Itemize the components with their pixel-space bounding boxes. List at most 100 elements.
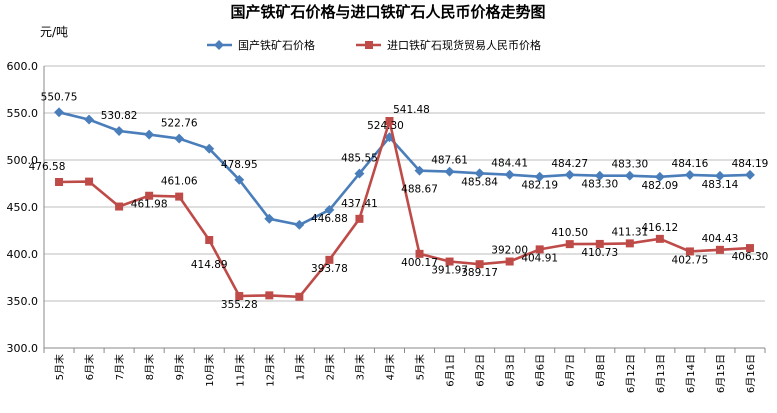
data-label: 485.84 bbox=[461, 176, 498, 188]
y-tick-label: 400.0 bbox=[7, 248, 39, 261]
x-tick-label: 8月末 bbox=[143, 354, 156, 380]
data-point bbox=[324, 204, 335, 215]
data-label: 488.67 bbox=[401, 184, 438, 196]
data-point bbox=[55, 178, 64, 187]
data-point bbox=[54, 107, 64, 118]
data-point bbox=[535, 245, 544, 254]
data-point bbox=[415, 249, 424, 258]
data-label: 530.82 bbox=[101, 110, 138, 122]
y-tick-label: 600.0 bbox=[7, 60, 39, 73]
data-label: 484.41 bbox=[491, 158, 528, 170]
x-tick-label: 3月末 bbox=[353, 354, 366, 380]
data-label: 483.30 bbox=[611, 159, 648, 171]
data-label: 484.27 bbox=[551, 158, 588, 170]
x-tick-label: 6月2日 bbox=[475, 354, 487, 387]
x-tick-label: 6月末 bbox=[83, 354, 96, 380]
y-tick-label: 500.0 bbox=[7, 154, 39, 167]
data-point bbox=[684, 169, 695, 180]
data-point bbox=[685, 247, 694, 256]
data-label: 541.48 bbox=[393, 104, 430, 116]
data-label: 482.19 bbox=[521, 180, 558, 192]
data-point bbox=[475, 260, 484, 269]
data-point bbox=[295, 292, 304, 301]
data-label: 437.41 bbox=[341, 198, 378, 210]
data-label: 393.78 bbox=[311, 263, 348, 275]
data-label: 391.97 bbox=[431, 265, 468, 277]
data-label: 410.73 bbox=[581, 247, 618, 259]
series-line-1 bbox=[58, 119, 751, 299]
data-label: 484.19 bbox=[732, 158, 769, 170]
data-label: 483.14 bbox=[702, 179, 739, 191]
x-tick-label: 6月8日 bbox=[595, 354, 607, 387]
x-tick-label: 6月6日 bbox=[535, 354, 547, 387]
data-point bbox=[205, 236, 214, 245]
x-tick-label: 12月末 bbox=[263, 354, 276, 387]
data-label: 487.61 bbox=[431, 155, 468, 167]
data-label: 482.09 bbox=[641, 180, 678, 192]
data-point bbox=[174, 133, 185, 144]
legend-marker-domestic bbox=[214, 40, 224, 50]
y-tick-label: 350.0 bbox=[7, 295, 39, 308]
data-label: 484.16 bbox=[672, 158, 709, 170]
y-tick-label: 300.0 bbox=[7, 342, 39, 355]
legend-marker-import bbox=[365, 41, 373, 49]
y-axis: 300.0 350.0 400.0 450.0 500.0 550.0 600.0 bbox=[7, 60, 45, 355]
legend-label-import: 进口铁矿石现货贸易人民币价格 bbox=[387, 38, 541, 52]
x-tick-label: 6月15日 bbox=[715, 354, 727, 393]
data-point bbox=[115, 202, 124, 211]
data-point bbox=[204, 143, 215, 154]
y-axis-unit: 元/吨 bbox=[40, 25, 68, 39]
data-point bbox=[474, 168, 485, 179]
data-point bbox=[355, 214, 364, 223]
data-point bbox=[114, 126, 125, 136]
data-point bbox=[235, 292, 244, 301]
data-point bbox=[175, 192, 184, 201]
data-point bbox=[144, 129, 155, 140]
data-label: 476.58 bbox=[29, 161, 66, 173]
data-label: 400.17 bbox=[401, 257, 438, 269]
data-label: 483.30 bbox=[581, 179, 618, 191]
series-group bbox=[54, 107, 755, 301]
data-point bbox=[565, 240, 574, 249]
data-label: 522.76 bbox=[161, 118, 198, 130]
y-tick-label: 550.0 bbox=[7, 107, 39, 120]
legend-label-domestic: 国产铁矿石价格 bbox=[238, 38, 315, 52]
data-point bbox=[625, 239, 634, 248]
x-tick-label: 6月7日 bbox=[565, 354, 577, 387]
x-tick-label: 6月13日 bbox=[655, 354, 667, 393]
data-label: 414.89 bbox=[191, 259, 228, 271]
data-point bbox=[504, 169, 515, 180]
data-point bbox=[84, 114, 95, 125]
x-tick-label: 6月16日 bbox=[745, 354, 757, 393]
data-label: 402.75 bbox=[672, 254, 709, 266]
data-label: 461.06 bbox=[161, 176, 198, 188]
data-label: 416.12 bbox=[641, 222, 678, 234]
data-label: 446.88 bbox=[311, 213, 348, 225]
data-point bbox=[534, 171, 545, 182]
data-point bbox=[624, 170, 635, 181]
data-point bbox=[595, 239, 604, 248]
data-label: 461.98 bbox=[131, 199, 168, 211]
x-tick-label: 6月1日 bbox=[445, 354, 457, 387]
data-label: 404.43 bbox=[702, 233, 739, 245]
data-label: 389.17 bbox=[461, 267, 498, 279]
y-tick-label: 450.0 bbox=[7, 201, 39, 214]
data-point bbox=[85, 177, 94, 186]
legend: 国产铁矿石价格 进口铁矿石现货贸易人民币价格 bbox=[207, 38, 541, 52]
x-tick-label: 7月末 bbox=[113, 354, 126, 380]
data-label: 392.00 bbox=[491, 245, 528, 257]
x-tick-label: 10月末 bbox=[203, 354, 216, 387]
chart-title: 国产铁矿石价格与进口铁矿石人民币价格走势图 bbox=[230, 3, 545, 21]
x-tick-label: 6月12日 bbox=[625, 354, 637, 393]
data-point bbox=[594, 170, 605, 181]
series-line-0 bbox=[58, 111, 751, 227]
data-label: 410.50 bbox=[551, 227, 588, 239]
data-label: 550.75 bbox=[41, 91, 78, 103]
data-point bbox=[445, 257, 454, 266]
data-point bbox=[265, 291, 274, 300]
x-tick-label: 9月末 bbox=[173, 354, 186, 380]
x-tick-label: 11月末 bbox=[233, 354, 246, 387]
data-point bbox=[745, 169, 755, 180]
x-tick-label: 1月末 bbox=[293, 354, 306, 380]
